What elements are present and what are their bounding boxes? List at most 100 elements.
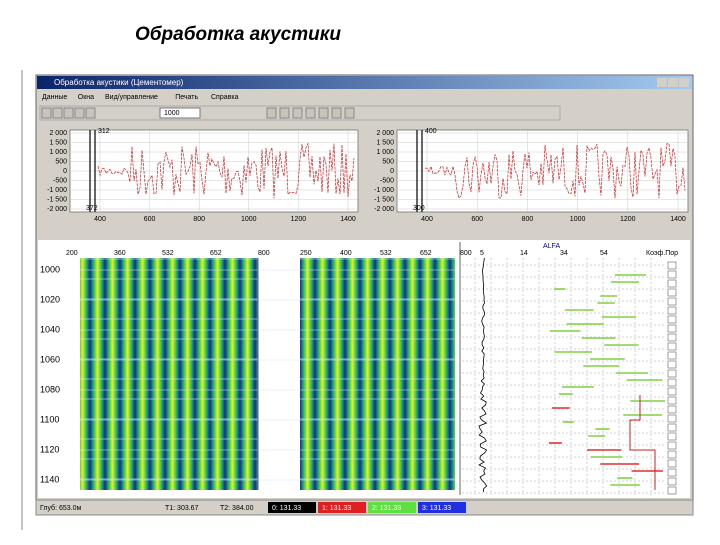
menu-item[interactable]: Печать xyxy=(175,94,198,101)
x-tick-label: 1200 xyxy=(291,216,307,223)
title-bar xyxy=(37,76,692,89)
flag-box xyxy=(667,369,677,378)
flag-box xyxy=(667,441,677,450)
status-t2: T2: 384.00 xyxy=(220,505,254,512)
tool-button[interactable] xyxy=(266,107,277,119)
window-title: Обработка акустики (Цементомер) xyxy=(54,78,184,87)
y-tick-label: -2 000 xyxy=(47,206,67,213)
curve-name: ALFA xyxy=(543,243,560,250)
x-tick-label: 1000 xyxy=(570,216,586,223)
status-field xyxy=(368,502,416,513)
tool-button[interactable] xyxy=(85,107,96,119)
y-tick-label: 1 000 xyxy=(376,149,394,156)
flag-box xyxy=(667,405,677,414)
y-tick-label: -1 500 xyxy=(47,196,67,203)
depth-label: 1100 xyxy=(40,414,59,424)
depth-label: 1060 xyxy=(40,354,60,364)
flag-box xyxy=(667,459,677,468)
status-field-text: 2: 131.33 xyxy=(372,505,401,512)
flag-box xyxy=(667,477,677,486)
y-tick-label: 500 xyxy=(55,158,67,165)
tool-button[interactable] xyxy=(318,107,329,119)
menu-item[interactable]: Окна xyxy=(78,94,94,101)
flag-box xyxy=(667,450,677,459)
tool-button[interactable] xyxy=(305,107,316,119)
marker-label: 372 xyxy=(86,205,98,212)
tool-button[interactable] xyxy=(74,107,85,119)
flag-box xyxy=(667,351,677,360)
y-tick-label: -1 000 xyxy=(374,187,394,194)
toolbar-combo[interactable] xyxy=(159,107,201,119)
close[interactable] xyxy=(679,78,689,87)
x-tick-label: 400 xyxy=(421,216,433,223)
depth-label: 1120 xyxy=(40,444,59,454)
tool-button[interactable] xyxy=(292,107,303,119)
x-tick-label: 600 xyxy=(144,216,156,223)
x-tick-label: 250 xyxy=(300,250,312,257)
flag-box xyxy=(667,279,677,288)
flag-box xyxy=(667,288,677,297)
x-tick-label: 532 xyxy=(162,250,174,257)
depth-label: 1000 xyxy=(40,264,60,274)
y-tick-label: 2 000 xyxy=(49,130,67,137)
x-tick-label: 200 xyxy=(66,250,78,257)
x-tick-label: 1400 xyxy=(670,216,686,223)
curve xyxy=(478,257,488,493)
y-tick-label: 1 500 xyxy=(376,139,394,146)
status-field-text: 3: 131.33 xyxy=(422,505,451,512)
flag-box xyxy=(667,486,677,495)
tool-button[interactable] xyxy=(331,107,342,119)
tool-button[interactable] xyxy=(63,107,74,119)
flag-box xyxy=(667,360,677,369)
depth-label: 1140 xyxy=(40,474,59,484)
x-tick-label: 400 xyxy=(340,250,352,257)
menu-item[interactable]: Справка xyxy=(211,94,239,101)
flag-box xyxy=(667,342,677,351)
flag-box xyxy=(667,378,677,387)
x-tick-label: 1200 xyxy=(620,216,636,223)
flag-box xyxy=(667,315,677,324)
flag-box xyxy=(667,306,677,315)
x-tick-label: 800 xyxy=(460,250,472,257)
status-field xyxy=(418,502,466,513)
flag-box xyxy=(667,468,677,477)
status-depth: Глуб: 653.0м xyxy=(40,504,81,512)
spectrogram-1 xyxy=(80,258,258,490)
x-tick-label: 1000 xyxy=(241,216,257,223)
status-t1: T1: 303.67 xyxy=(165,505,199,512)
flag-box xyxy=(667,324,677,333)
x-tick-label: 400 xyxy=(94,216,106,223)
y-tick-label: 0 xyxy=(390,168,394,175)
tool-button[interactable] xyxy=(279,107,290,119)
y-tick-label: -1 000 xyxy=(47,187,67,194)
x-tick-label: 800 xyxy=(258,250,270,257)
maximize[interactable] xyxy=(668,78,678,87)
curve-tick: 34 xyxy=(560,250,568,257)
flag-box xyxy=(667,423,677,432)
minimize[interactable] xyxy=(657,78,667,87)
curve-tick: 54 xyxy=(600,250,608,257)
x-tick-label: 532 xyxy=(380,250,392,257)
marker-label: 300 xyxy=(413,205,425,212)
y-tick-label: -500 xyxy=(380,177,394,184)
x-tick-label: 600 xyxy=(471,216,483,223)
spectrogram-2 xyxy=(300,258,455,490)
flag-box xyxy=(667,270,677,279)
y-tick-label: -2 000 xyxy=(374,206,394,213)
x-tick-label: 800 xyxy=(193,216,205,223)
tool-button[interactable] xyxy=(41,107,52,119)
tool-button[interactable] xyxy=(52,107,63,119)
flag-box xyxy=(667,297,677,306)
marker-label: 400 xyxy=(425,128,437,135)
y-tick-label: -500 xyxy=(53,177,67,184)
y-tick-label: 1 000 xyxy=(49,149,67,156)
right-header: Коэф.Пор xyxy=(646,250,678,257)
x-tick-label: 800 xyxy=(522,216,534,223)
status-field xyxy=(268,502,316,513)
flag-box xyxy=(667,414,677,423)
curve-tick: 5 xyxy=(480,250,484,257)
menu-item[interactable]: Данные xyxy=(42,94,67,101)
y-tick-label: -1 500 xyxy=(374,196,394,203)
menu-item[interactable]: Вид/управление xyxy=(105,94,158,101)
tool-button[interactable] xyxy=(344,107,355,119)
